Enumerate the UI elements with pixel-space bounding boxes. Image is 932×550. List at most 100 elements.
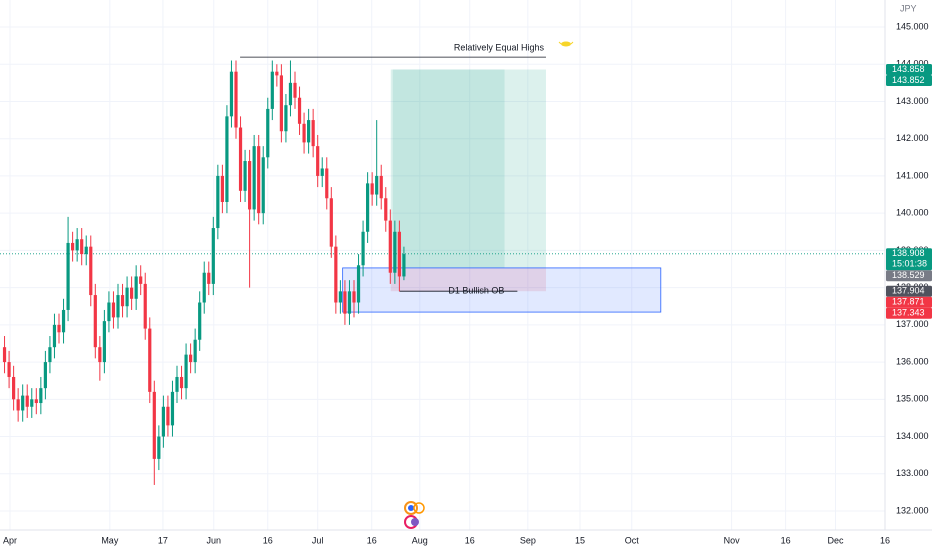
alert-icon[interactable] [558, 41, 574, 47]
candle-body [12, 376, 16, 400]
y-tick-label: 134.000 [896, 431, 929, 441]
candle-body [2, 347, 7, 363]
candle-body [148, 328, 152, 392]
price-label-bg [886, 75, 932, 87]
candle-body [57, 324, 61, 333]
price-label-bg [886, 285, 932, 297]
order-block-label: D1 Bullish OB [448, 286, 504, 296]
candle-body [279, 75, 283, 132]
candle-body [261, 157, 265, 214]
price-label: 143.858 [892, 64, 925, 74]
candle-body [343, 291, 347, 314]
candle-body [125, 287, 129, 307]
x-tick-label: Aug [412, 535, 428, 545]
candle-body [234, 71, 238, 128]
candle-body [198, 302, 202, 340]
x-tick-label: Oct [625, 535, 640, 545]
y-tick-label: 141.000 [896, 170, 929, 180]
price-label-bg [886, 307, 932, 319]
candle-body [61, 309, 66, 333]
candle-body [375, 175, 379, 195]
y-tick-label: 132.000 [896, 505, 929, 515]
logo [404, 501, 425, 529]
candle-body [39, 388, 43, 404]
candle-body [166, 406, 170, 426]
candle-body [352, 291, 356, 303]
candle-body [397, 231, 401, 277]
x-tick-label: 15 [575, 535, 585, 545]
candle-body [93, 295, 97, 348]
candle-body [311, 120, 315, 147]
candle-body [111, 302, 116, 318]
price-label-bg [886, 270, 932, 282]
candle-body [25, 395, 29, 407]
candle-body [89, 246, 93, 296]
candle-body [307, 120, 311, 143]
candle-body [270, 71, 274, 109]
candle-body [184, 354, 188, 389]
candle-body [21, 395, 25, 411]
y-tick-label: 145.000 [896, 21, 929, 31]
candle-body [80, 239, 84, 255]
candle-body [66, 242, 70, 310]
candle-body [402, 254, 406, 277]
x-tick-label: 17 [158, 535, 168, 545]
candle-body [388, 220, 392, 273]
x-tick-label: 16 [465, 535, 475, 545]
price-label-bg [886, 64, 932, 76]
price-label: 137.871 [892, 297, 925, 307]
candle-body [16, 399, 20, 411]
profit-zone-highlight [392, 69, 505, 268]
candle-body [302, 123, 306, 143]
candle-body [130, 287, 134, 299]
candle-body [152, 391, 156, 459]
order-block [342, 267, 662, 313]
candle-body [102, 321, 106, 363]
price-label: 143.852 [892, 75, 925, 85]
y-tick-label: 135.000 [896, 394, 929, 404]
candle-body [202, 272, 206, 303]
equal-highs-label: Relatively Equal Highs [454, 43, 545, 53]
profit-zone [390, 69, 546, 268]
candle-body [252, 146, 256, 210]
candle-body [257, 146, 261, 214]
y-tick-label: 136.000 [896, 356, 929, 366]
candle-body [30, 399, 34, 407]
price-label: 137.343 [892, 308, 925, 318]
candle-body [120, 295, 125, 307]
candle-body [243, 161, 247, 191]
x-tick-label: 16 [263, 535, 273, 545]
x-tick-label: 16 [880, 535, 890, 545]
candle-body [284, 105, 288, 132]
candle-body [266, 108, 270, 158]
price-label-bg [886, 296, 932, 308]
candle-body [320, 168, 324, 176]
candle-body [179, 376, 184, 389]
y-tick-label: 140.000 [896, 208, 929, 218]
y-tick-label: 137.000 [896, 319, 929, 329]
x-tick-label: Sep [520, 535, 536, 545]
candle-body [366, 183, 370, 232]
candle-body [248, 161, 252, 210]
y-tick-label: 133.000 [896, 468, 929, 478]
price-label: 138.908 [892, 248, 925, 258]
candle-body [293, 82, 297, 98]
candle-body [207, 272, 211, 284]
candle-body [170, 391, 175, 426]
candle-body [134, 276, 138, 299]
candle-body [157, 436, 161, 459]
candles [2, 60, 406, 485]
x-tick-label: May [101, 535, 119, 545]
candle-body [98, 347, 102, 363]
candle-body [297, 97, 302, 124]
candle-body [48, 347, 52, 363]
x-tick-label: 16 [781, 535, 791, 545]
y-tick-label: 143.000 [896, 96, 929, 106]
stop-zone [390, 267, 546, 292]
candle-body [7, 362, 11, 377]
candle-body [379, 175, 383, 199]
drawings: Relatively Equal Highs D1 Bullish OB [0, 43, 885, 313]
currency: JPY [900, 3, 917, 13]
